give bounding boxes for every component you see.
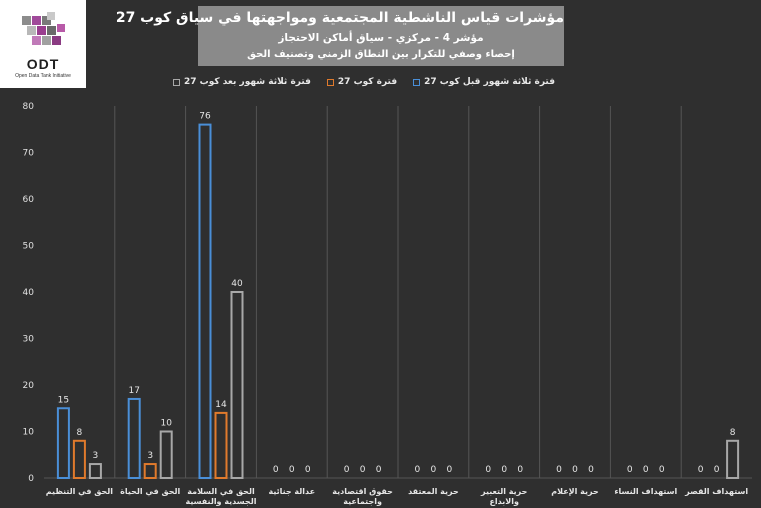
legend-label: فترة ثلاثة شهور بعد كوب 27 xyxy=(184,77,311,87)
data-label: 0 xyxy=(415,465,421,475)
data-label: 0 xyxy=(447,465,453,475)
legend-item-after: فترة ثلاثة شهور بعد كوب 27 xyxy=(173,75,311,89)
data-label: 0 xyxy=(517,465,523,475)
data-label: 0 xyxy=(572,465,578,475)
data-label: 0 xyxy=(501,465,507,475)
bar-before xyxy=(56,407,70,479)
data-label: 0 xyxy=(305,465,311,475)
data-label: 0 xyxy=(360,465,366,475)
y-tick-label: 30 xyxy=(23,335,35,345)
x-tick-label: حرية التعبير والابداع xyxy=(480,487,528,506)
y-tick-label: 20 xyxy=(23,381,35,391)
bar-after xyxy=(230,291,244,479)
y-tick-label: 10 xyxy=(23,428,35,438)
data-label: 3 xyxy=(93,451,99,461)
x-tick-label: حرية المعتقد xyxy=(408,487,459,496)
data-label: 0 xyxy=(376,465,382,475)
data-label: 0 xyxy=(643,465,649,475)
x-tick-label: الحق في الحياة xyxy=(120,487,180,496)
bar-after xyxy=(159,430,173,479)
data-label: 0 xyxy=(556,465,562,475)
data-label: 10 xyxy=(160,419,172,429)
data-label: 0 xyxy=(344,465,350,475)
x-tick-label: حرية الإعلام xyxy=(551,487,599,496)
legend-item-during: فترة كوب 27 xyxy=(326,75,398,89)
bar-before xyxy=(198,123,212,479)
data-label: 15 xyxy=(58,395,69,405)
data-label: 8 xyxy=(730,428,736,438)
data-label: 0 xyxy=(289,465,295,475)
data-label: 14 xyxy=(215,400,227,410)
data-label: 0 xyxy=(627,465,633,475)
logo-cubes-icon xyxy=(22,12,65,45)
data-label: 0 xyxy=(659,465,665,475)
data-label: 40 xyxy=(231,279,243,289)
x-tick-label: حقوق اقتصادية واجتماعية xyxy=(332,487,393,506)
chart-title-box: مؤشرات قياس الناشطية المجتمعية ومواجهتها… xyxy=(115,6,564,66)
data-label: 3 xyxy=(147,451,153,461)
data-label: 0 xyxy=(588,465,594,475)
data-label: 0 xyxy=(273,465,279,475)
bar-after xyxy=(726,439,740,479)
data-label: 76 xyxy=(199,112,211,122)
legend-swatch xyxy=(173,78,180,86)
y-tick-label: 40 xyxy=(23,288,35,298)
chart-subtitle-2: إحصاء وصفي للتكرار بين النطاق الزمني وتص… xyxy=(247,49,515,60)
chart-legend: فترة ثلاثة شهور قبل كوب 27 فترة كوب 27 فتر… xyxy=(173,75,555,89)
logo-text: ODT xyxy=(26,56,60,72)
x-tick-label: استهداف النساء xyxy=(614,487,677,496)
data-label: 0 xyxy=(698,465,704,475)
bar-during xyxy=(143,463,157,479)
x-tick-label: الحق في التنظيم xyxy=(46,487,113,496)
y-tick-label: 70 xyxy=(23,149,35,159)
x-tick-label: استهداف القصر xyxy=(684,487,748,496)
x-tick-label: عدالة جنائية xyxy=(268,487,315,496)
data-label: 0 xyxy=(714,465,720,475)
legend-swatch xyxy=(413,78,421,86)
bar-after xyxy=(88,463,102,479)
bar-during xyxy=(72,439,86,479)
x-tick-label: الحق في السلامة الجسدية والنفسية xyxy=(186,487,257,506)
bar-during xyxy=(214,411,228,479)
legend-label: فترة كوب 27 xyxy=(337,77,398,87)
logo: ODT Open Data Tank Initiative xyxy=(0,0,86,88)
legend-item-before: فترة ثلاثة شهور قبل كوب 27 xyxy=(413,75,555,89)
data-label: 17 xyxy=(128,386,139,396)
legend-swatch xyxy=(326,78,334,86)
legend-label: فترة ثلاثة شهور قبل كوب 27 xyxy=(424,77,555,87)
y-tick-label: 60 xyxy=(23,195,35,205)
y-tick-label: 0 xyxy=(28,474,34,484)
y-tick-label: 50 xyxy=(23,242,35,252)
data-label: 8 xyxy=(77,428,83,438)
chart-title: مؤشرات قياس الناشطية المجتمعية ومواجهتها… xyxy=(115,10,564,26)
data-label: 0 xyxy=(431,465,437,475)
bar-before xyxy=(127,397,141,480)
chart-subtitle-1: مؤشر 4 - مركزي - سياق أماكن الاحتجاز xyxy=(278,32,484,44)
data-label: 0 xyxy=(485,465,491,475)
logo-subtext: Open Data Tank Initiative xyxy=(15,73,71,79)
y-tick-label: 80 xyxy=(23,102,35,112)
